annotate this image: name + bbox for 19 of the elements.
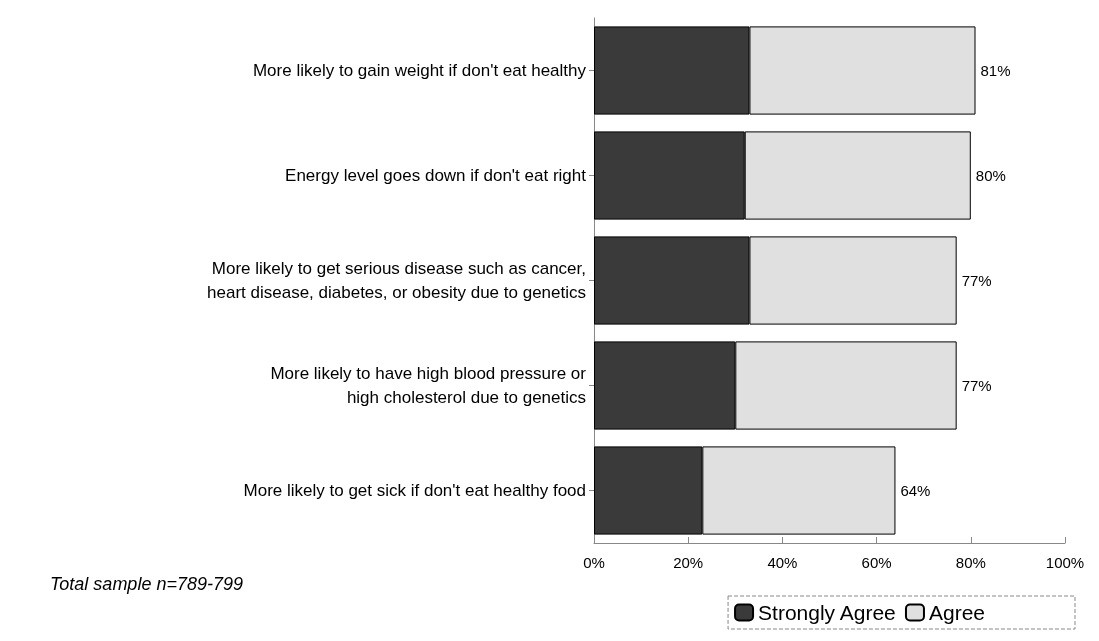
x-tick-label: 80% — [955, 554, 986, 571]
total-label: 81% — [980, 62, 1011, 79]
y-tick-label: Energy level goes down if don't eat right — [285, 166, 587, 185]
y-tick-label: More likely to have high blood pressure or high cholesterol due to genetics — [270, 364, 587, 407]
y-tick-label: More likely to gain weight if don't eat healthy — [252, 61, 587, 80]
total-label: 80% — [975, 167, 1006, 184]
x-tick-label: 40% — [767, 554, 798, 571]
text: Total sample n=789-799 — [50, 574, 243, 594]
x-tick-label: 0% — [583, 554, 605, 571]
total-label: 77% — [961, 272, 992, 289]
x-tick-label: 100% — [1045, 554, 1085, 571]
x-tick-label: 20% — [673, 554, 704, 571]
legend-label: Agree — [928, 601, 986, 624]
y-tick-label: More likely to get sick if don't eat healthy food — [243, 481, 586, 500]
y-tick-label: More likely to get serious disease such as cancer, heart disease, diabetes, or obesity due to genetics — [207, 259, 586, 302]
x-tick-label: 60% — [861, 554, 892, 571]
total-label: 77% — [961, 377, 992, 394]
total-label: 64% — [900, 482, 931, 499]
legend-label: Strongly Agree — [758, 601, 896, 624]
